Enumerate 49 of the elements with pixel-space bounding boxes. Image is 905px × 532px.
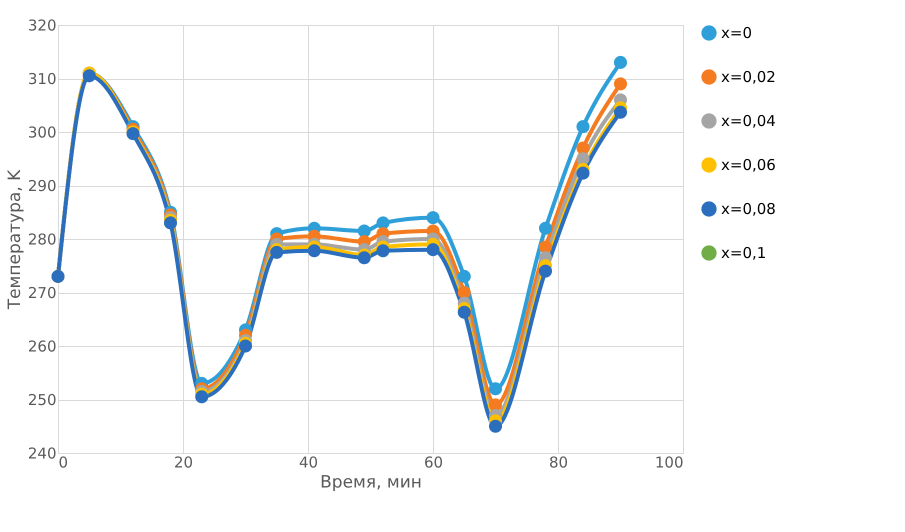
x-axis-title: Время, мин bbox=[320, 472, 422, 492]
y-tick-label: 260 bbox=[28, 338, 56, 356]
point bbox=[576, 166, 590, 180]
point bbox=[458, 270, 471, 283]
point bbox=[614, 77, 628, 90]
y-tick-label: 320 bbox=[28, 16, 56, 34]
legend-label: x=0,1 bbox=[721, 244, 766, 262]
point bbox=[614, 56, 628, 69]
y-tick-label: 250 bbox=[28, 391, 56, 409]
y-axis-title: Температура, K bbox=[4, 168, 25, 310]
point bbox=[488, 420, 502, 433]
point bbox=[538, 264, 552, 278]
y-tick-label: 240 bbox=[28, 444, 56, 462]
point bbox=[426, 243, 440, 256]
y-tick-label: 300 bbox=[28, 124, 56, 142]
point bbox=[376, 244, 390, 258]
point bbox=[576, 142, 590, 155]
point bbox=[376, 216, 390, 230]
point bbox=[488, 398, 502, 412]
legend-label: x=0,04 bbox=[721, 112, 776, 130]
x-tick-label: 80 bbox=[548, 454, 568, 472]
point bbox=[164, 216, 178, 230]
y-tick-label: 290 bbox=[28, 177, 56, 195]
point bbox=[308, 244, 321, 258]
x-tick-label: 0 bbox=[58, 454, 68, 472]
point bbox=[488, 382, 502, 396]
point bbox=[538, 240, 552, 254]
point bbox=[82, 69, 96, 82]
point bbox=[426, 211, 440, 224]
x-tick-label: 40 bbox=[298, 454, 318, 472]
y-tick-label: 270 bbox=[28, 284, 56, 302]
x-tick-label: 100 bbox=[654, 454, 684, 472]
point bbox=[458, 306, 471, 319]
y-tick-label: 310 bbox=[28, 70, 56, 88]
legend-label: x=0,02 bbox=[721, 68, 776, 86]
legend-label: x=0 bbox=[721, 24, 752, 42]
point bbox=[238, 339, 252, 353]
legend-label: x=0,08 bbox=[721, 200, 776, 218]
point bbox=[538, 222, 552, 235]
x-tick-label: 20 bbox=[174, 454, 194, 472]
x-tick-label: 60 bbox=[424, 454, 444, 472]
point bbox=[270, 246, 284, 259]
point bbox=[576, 120, 590, 134]
point bbox=[614, 106, 628, 119]
point bbox=[195, 390, 208, 404]
point bbox=[358, 251, 371, 264]
point bbox=[458, 286, 471, 300]
legend-label: x=0,06 bbox=[721, 156, 776, 174]
y-tick-label: 280 bbox=[28, 230, 56, 248]
